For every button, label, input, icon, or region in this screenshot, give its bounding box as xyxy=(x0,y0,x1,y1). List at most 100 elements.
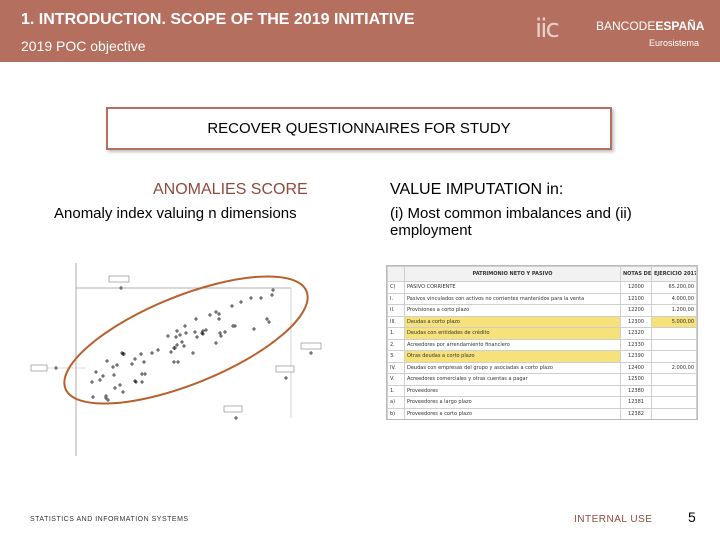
outlier-tag-3 xyxy=(30,364,48,372)
bs-row-code: 12390 xyxy=(620,350,652,363)
recover-questionnaires-text: RECOVER QUESTIONNAIRES FOR STUDY xyxy=(207,120,511,137)
bs-row-value xyxy=(651,338,697,351)
scatter-point xyxy=(201,332,205,336)
scatter-point xyxy=(54,366,58,370)
table-row: V. Acreedores comerciales y otras cuentas… xyxy=(387,373,697,386)
bs-row-num: 3. xyxy=(387,350,405,363)
scatter-point xyxy=(217,312,221,316)
slide-subtitle: 2019 POC objective xyxy=(21,38,146,54)
scatter-point xyxy=(195,335,199,339)
footer-department: STATISTICS AND INFORMATION SYSTEMS xyxy=(30,516,189,523)
scatter-point xyxy=(111,365,115,369)
bs-row-num: 1. xyxy=(387,327,405,340)
bs-row-value xyxy=(651,384,697,397)
banco-de-espana-logo: BANCODEESPAÑA xyxy=(596,19,704,33)
bs-row-label: Deudas a corto plazo xyxy=(404,315,621,328)
bs-row-label: Otras deudas a corto plazo xyxy=(404,350,621,363)
scatter-point xyxy=(105,359,109,363)
table-row: I. Pasivos vinculados con activos no corr… xyxy=(387,292,697,305)
scatter-point xyxy=(106,398,110,402)
table-row: II. Provisiones a corto plazo 12200 1.200,0… xyxy=(387,304,697,317)
bs-year-header: EJERCICIO 2017 xyxy=(651,266,697,282)
scatter-point xyxy=(309,351,313,355)
scatter-point xyxy=(115,363,119,367)
scatter-point xyxy=(223,330,227,334)
scatter-point xyxy=(234,416,238,420)
scatter-point xyxy=(208,313,212,317)
bs-row-num: IV. xyxy=(387,361,405,374)
bs-row-label: Proveedores a corto plazo xyxy=(404,407,621,419)
bs-row-label: Acreedores comerciales y otras cuentas a… xyxy=(404,373,621,386)
scatter-point xyxy=(133,379,137,383)
slide-title: 1. INTRODUCTION. SCOPE OF THE 2019 INITI… xyxy=(21,11,415,28)
scatter-point xyxy=(271,288,275,292)
scatter-point xyxy=(249,296,253,300)
scatter-point xyxy=(217,317,221,321)
scatter-point xyxy=(98,378,102,382)
bs-row-code: 12380 xyxy=(620,384,652,397)
bs-row-value: 65.200,00 xyxy=(651,281,697,294)
scatter-point xyxy=(183,324,187,328)
bs-row-num: II. xyxy=(387,304,405,317)
bs-row-label: PASIVO CORRIENTE xyxy=(404,281,621,294)
scatter-point xyxy=(175,329,179,333)
scatter-point xyxy=(175,343,179,347)
scatter-point xyxy=(259,296,263,300)
scatter-point xyxy=(104,396,108,400)
scatter-point xyxy=(156,348,160,352)
bs-notes-header: NOTAS DE LA MEMORIA xyxy=(620,266,652,282)
table-row: III. Deudas a corto plazo 12300 5.000,00 xyxy=(387,315,697,328)
bs-row-code: 12100 xyxy=(620,292,652,305)
table-row: 3. Otras deudas a corto plazo 12390 xyxy=(387,350,697,363)
scatter-point xyxy=(176,360,180,364)
bs-row-value xyxy=(651,350,697,363)
outlier-tag-1 xyxy=(108,275,130,283)
table-row: 2. Acreedores por arrendamiento financier… xyxy=(387,338,697,351)
bs-row-num: C) xyxy=(387,281,405,294)
bs-row-num: a) xyxy=(387,396,405,409)
scatter-point xyxy=(180,340,184,344)
scatter-point xyxy=(231,324,235,328)
scatter-point xyxy=(130,362,134,366)
table-row: a) Proveedores a largo plazo 12381 xyxy=(387,396,697,409)
bs-row-value: 4.000,00 xyxy=(651,292,697,305)
scatter-point xyxy=(140,380,144,384)
bs-label-header: PATRIMONIO NETO Y PASIVO xyxy=(404,266,621,282)
scatter-point xyxy=(194,317,198,321)
scatter-point xyxy=(94,370,98,374)
bs-row-code: 12330 xyxy=(620,338,652,351)
table-row: 1. Proveedores 12380 xyxy=(387,384,697,397)
bs-row-value xyxy=(651,373,697,386)
anomalies-score-title: ANOMALIES SCORE xyxy=(153,181,308,198)
value-imputation-description: (i) Most common imbalances and (ii) empl… xyxy=(390,205,632,239)
logo-bank-prefix: BANCODE xyxy=(596,19,656,33)
scatter-point xyxy=(91,395,95,399)
scatter-point xyxy=(214,341,218,345)
scatter-point xyxy=(172,360,176,364)
bs-row-num: 2. xyxy=(387,338,405,351)
scatter-point xyxy=(178,333,182,337)
scatter-point xyxy=(184,331,188,335)
scatter-point xyxy=(230,304,234,308)
scatter-point xyxy=(142,360,146,364)
scatter-point xyxy=(118,383,122,387)
bs-row-label: Deudas con empresas del grupo y asociada… xyxy=(404,361,621,374)
page-number: 5 xyxy=(688,509,696,525)
bs-row-value: 1.200,00 xyxy=(651,304,697,317)
scatter-point xyxy=(172,346,176,350)
scatter-point xyxy=(139,352,143,356)
bs-row-code: 12382 xyxy=(620,407,652,419)
bs-row-value xyxy=(651,396,697,409)
bs-row-num: III. xyxy=(387,315,405,328)
value-imputation-title: VALUE IMPUTATION in: xyxy=(390,181,564,198)
bs-row-label: Deudas con entidades de crédito xyxy=(404,327,621,340)
scatter-point xyxy=(113,386,117,390)
scatter-point xyxy=(252,327,256,331)
footer-classification: INTERNAL USE xyxy=(574,514,653,525)
table-row: C) PASIVO CORRIENTE 12000 65.200,00 xyxy=(387,281,697,294)
scatter-point xyxy=(133,357,137,361)
table-row: IV. Deudas con empresas del grupo y asoci… xyxy=(387,361,697,374)
bs-row-num: 1. xyxy=(387,384,405,397)
scatter-point xyxy=(140,372,144,376)
bs-row-label: Proveedores xyxy=(404,384,621,397)
